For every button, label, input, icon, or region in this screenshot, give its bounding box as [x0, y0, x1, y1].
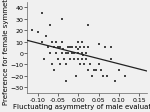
Point [83, 64, 86, 66]
Point [99, 69, 102, 71]
Point [45, 36, 47, 37]
Point [82, 55, 84, 57]
Point [73, 58, 75, 60]
Point [81, 58, 83, 60]
Point [79, 64, 81, 66]
Point [73, 53, 75, 54]
Point [46, 47, 49, 49]
Point [77, 41, 79, 43]
Point [59, 47, 61, 49]
Point [42, 58, 45, 60]
Point [87, 69, 90, 71]
Point [81, 53, 83, 54]
Point [75, 75, 77, 77]
Point [77, 58, 79, 60]
Point [75, 47, 77, 49]
Point [65, 64, 67, 66]
Point [55, 41, 57, 43]
Point [77, 53, 79, 54]
Point [105, 75, 108, 77]
Point [53, 69, 55, 71]
Point [101, 75, 104, 77]
Point [61, 19, 63, 20]
Point [69, 47, 71, 49]
Point [69, 58, 71, 60]
Point [110, 58, 112, 60]
Point [89, 64, 92, 66]
Point [124, 75, 126, 77]
Point [36, 32, 39, 34]
Point [103, 47, 106, 49]
Point [49, 24, 51, 26]
Point [57, 58, 59, 60]
Point [57, 47, 59, 49]
Point [53, 47, 55, 49]
Point [114, 81, 116, 82]
Point [81, 41, 83, 43]
Point [51, 64, 53, 66]
Point [40, 41, 43, 43]
Point [79, 47, 81, 49]
X-axis label: Fluctuating asymmetry of male evaluators: Fluctuating asymmetry of male evaluators [13, 103, 150, 109]
Point [85, 58, 88, 60]
Point [61, 41, 63, 43]
Point [87, 24, 90, 26]
Point [67, 53, 69, 54]
Point [30, 30, 33, 32]
Point [85, 53, 88, 54]
Point [91, 75, 94, 77]
Point [110, 47, 112, 49]
Y-axis label: Preference for female symmetry: Preference for female symmetry [3, 0, 9, 104]
Point [95, 69, 98, 71]
Point [118, 69, 120, 71]
Point [62, 49, 64, 51]
Point [63, 58, 65, 60]
Point [71, 47, 73, 49]
Point [87, 47, 90, 49]
Point [49, 53, 51, 54]
Point [61, 53, 63, 54]
Point [97, 44, 100, 45]
Point [77, 49, 79, 51]
Point [40, 13, 43, 15]
Point [65, 81, 67, 82]
Point [83, 47, 86, 49]
Point [67, 47, 69, 49]
Point [71, 53, 73, 54]
Point [51, 41, 53, 43]
Point [97, 64, 100, 66]
Point [55, 53, 57, 54]
Point [59, 64, 61, 66]
Point [93, 69, 96, 71]
Point [65, 53, 67, 54]
